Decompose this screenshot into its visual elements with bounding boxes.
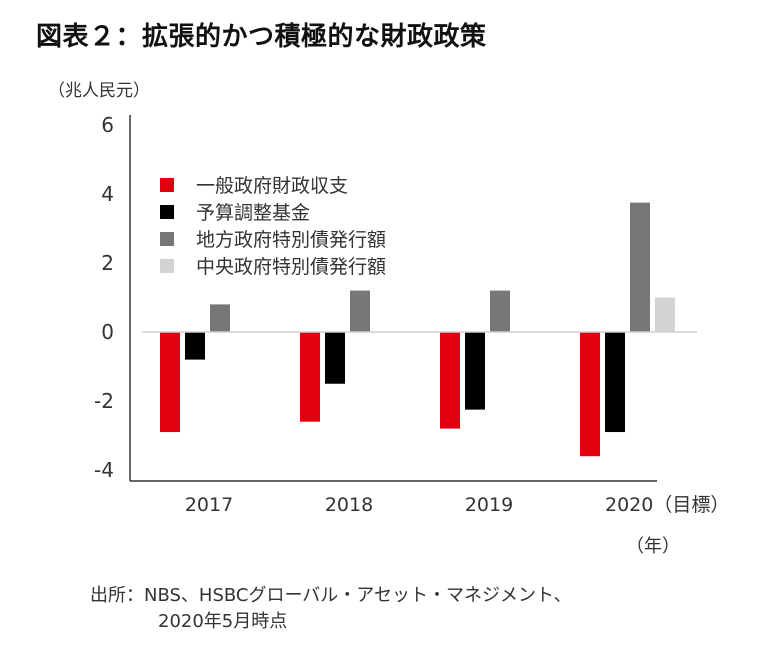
legend-swatch (160, 259, 174, 273)
bar-2-3 (465, 332, 485, 410)
source-line-2: 2020年5月時点 (158, 611, 288, 632)
bar-1-3 (440, 332, 460, 429)
chart-title: 図表２：拡張的かつ積極的な財政政策 (36, 22, 487, 52)
bar-1-1 (160, 332, 180, 433)
bar-1-2 (300, 332, 320, 422)
x-axis-labels: 2017 2018 2019 2020（目標） (185, 494, 730, 516)
legend-swatch (160, 178, 174, 192)
source-note: 出所：NBS、HSBCグローバル・アセット・マネジメント、 2020年5月時点 (90, 583, 572, 635)
y-tick-label: 4 (101, 182, 114, 206)
source-line-1: 出所：NBS、HSBCグローバル・アセット・マネジメント、 (90, 585, 572, 606)
y-axis-ticks: 6 4 2 0 -2 -4 (94, 113, 114, 482)
x-tick-label: 2017 (185, 494, 233, 516)
y-tick-label: 2 (101, 251, 114, 275)
bar-2-1 (185, 332, 205, 360)
bar-2-4 (605, 332, 625, 433)
y-tick-label: -2 (94, 389, 114, 413)
bars (160, 202, 675, 457)
y-tick-label: 6 (101, 113, 114, 137)
y-tick-label: 0 (101, 320, 114, 344)
bar-3-4 (630, 202, 650, 332)
legend-swatch (160, 205, 174, 219)
x-tick-label: 2019 (465, 494, 513, 516)
y-tick-label: -4 (94, 458, 114, 482)
x-tick-label: 2018 (325, 494, 373, 516)
legend-label: 中央政府特別債発行額 (196, 256, 386, 278)
bar-3-2 (350, 290, 370, 332)
legend-label: 一般政府財政収支 (196, 175, 348, 197)
bar-3-1 (210, 304, 230, 332)
bar-4-4 (655, 297, 675, 332)
x-tick-label: 2020（目標） (605, 494, 729, 516)
bar-3-3 (490, 290, 510, 332)
y-axis-unit-label: （兆人民元） (48, 81, 150, 101)
bar-1-4 (580, 332, 600, 457)
x-axis-unit-label: （年） (626, 536, 680, 557)
legend-label: 地方政府特別債発行額 (196, 229, 386, 251)
legend-swatch (160, 232, 174, 246)
legend-label: 予算調整基金 (196, 202, 310, 224)
bar-2-2 (325, 332, 345, 384)
